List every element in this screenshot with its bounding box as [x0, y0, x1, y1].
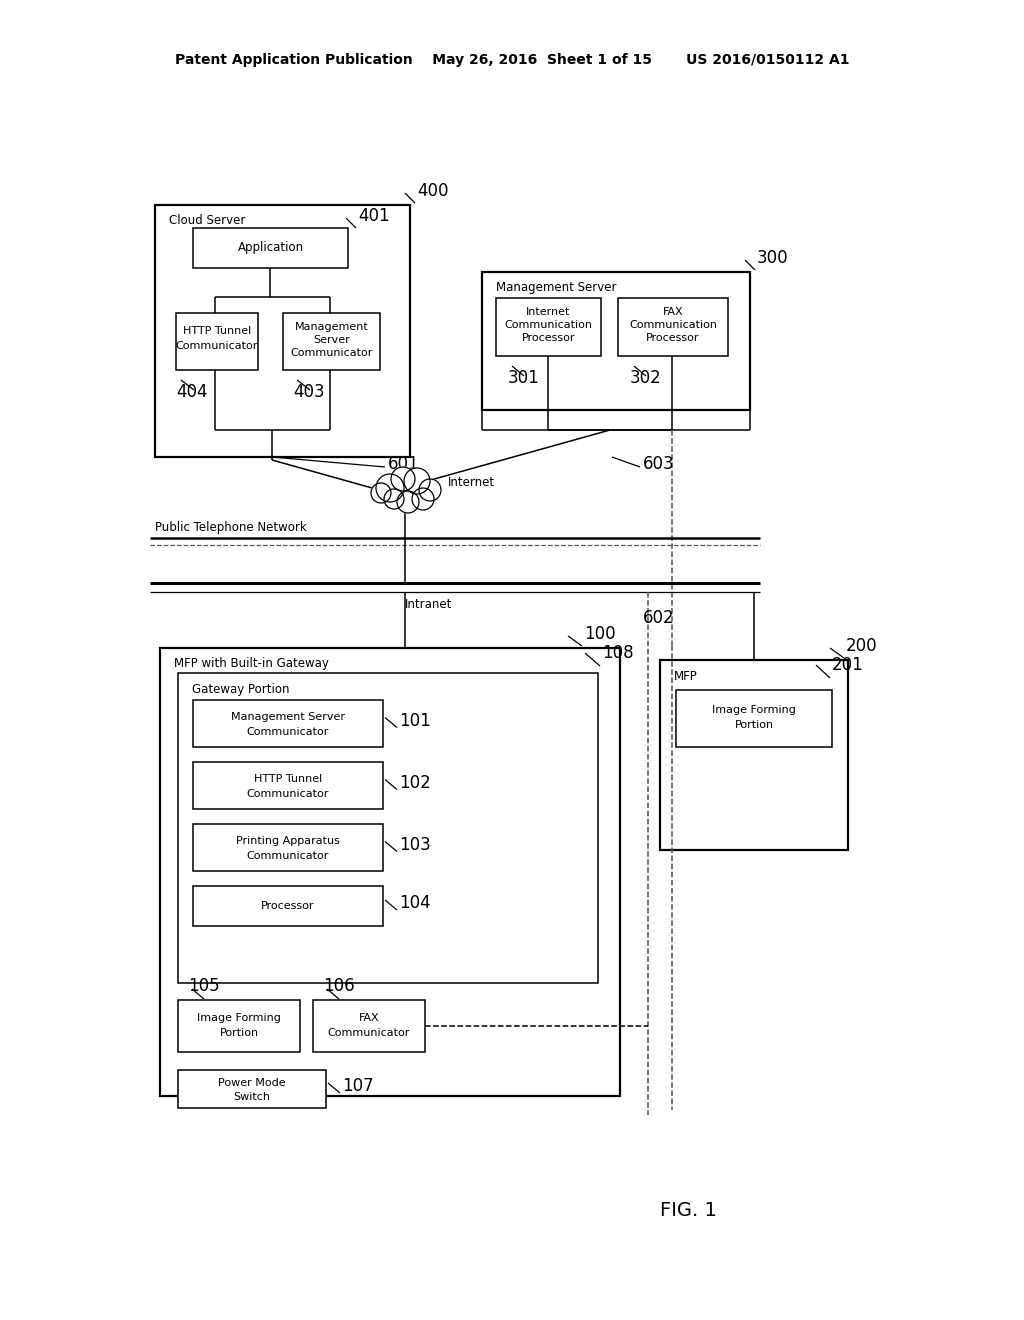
- Bar: [660, 660, 848, 850]
- Text: FAX: FAX: [663, 308, 683, 317]
- Circle shape: [371, 483, 391, 503]
- Bar: [178, 673, 598, 983]
- Bar: [160, 648, 620, 1096]
- Bar: [313, 1001, 425, 1052]
- Text: Communication: Communication: [505, 319, 593, 330]
- Text: Portion: Portion: [219, 1028, 259, 1038]
- Text: MFP: MFP: [674, 669, 697, 682]
- Text: Communicator: Communicator: [247, 727, 329, 737]
- Text: 106: 106: [323, 977, 354, 995]
- Text: Power Mode: Power Mode: [218, 1078, 286, 1088]
- Text: Processor: Processor: [522, 333, 575, 343]
- Text: Printing Apparatus: Printing Apparatus: [237, 836, 340, 846]
- Text: Patent Application Publication    May 26, 2016  Sheet 1 of 15       US 2016/0150: Patent Application Publication May 26, 2…: [175, 53, 849, 67]
- Text: 108: 108: [602, 644, 634, 663]
- Bar: [193, 824, 383, 871]
- Text: Portion: Portion: [734, 719, 773, 730]
- Text: 404: 404: [176, 383, 208, 401]
- Bar: [155, 205, 410, 457]
- Text: Public Telephone Network: Public Telephone Network: [155, 521, 307, 535]
- Text: FIG. 1: FIG. 1: [660, 1200, 717, 1220]
- Bar: [193, 762, 383, 809]
- Text: Communicator: Communicator: [328, 1028, 411, 1038]
- Bar: [482, 272, 750, 411]
- Bar: [193, 700, 383, 747]
- Circle shape: [391, 467, 415, 491]
- Text: Server: Server: [313, 335, 350, 345]
- Text: 603: 603: [643, 455, 675, 473]
- Text: 300: 300: [757, 249, 788, 267]
- Text: Communicator: Communicator: [247, 851, 329, 861]
- Text: FAX: FAX: [358, 1012, 379, 1023]
- Bar: [676, 690, 831, 747]
- Text: 107: 107: [342, 1077, 374, 1096]
- Text: Communicator: Communicator: [247, 789, 329, 799]
- Text: 201: 201: [831, 656, 864, 675]
- Bar: [283, 313, 380, 370]
- Text: 601: 601: [388, 455, 420, 473]
- Text: 103: 103: [399, 836, 431, 854]
- Text: 401: 401: [358, 207, 389, 224]
- Bar: [496, 298, 601, 356]
- Text: Cloud Server: Cloud Server: [169, 214, 246, 227]
- Text: Communicator: Communicator: [176, 341, 258, 351]
- Text: Internet: Internet: [526, 308, 570, 317]
- Text: HTTP Tunnel: HTTP Tunnel: [254, 774, 323, 784]
- Text: Processor: Processor: [646, 333, 699, 343]
- Text: 101: 101: [399, 711, 431, 730]
- Text: Image Forming: Image Forming: [197, 1012, 281, 1023]
- Text: Communication: Communication: [629, 319, 717, 330]
- Circle shape: [419, 479, 441, 502]
- Circle shape: [412, 488, 434, 510]
- Circle shape: [397, 491, 419, 513]
- Bar: [618, 298, 728, 356]
- Text: Processor: Processor: [261, 902, 314, 911]
- Text: 102: 102: [399, 774, 431, 792]
- Bar: [193, 886, 383, 927]
- Text: 200: 200: [846, 638, 878, 655]
- Text: Gateway Portion: Gateway Portion: [193, 682, 290, 696]
- Circle shape: [404, 469, 430, 494]
- Text: Management Server: Management Server: [496, 281, 616, 294]
- Text: Internet: Internet: [449, 477, 496, 490]
- Text: HTTP Tunnel: HTTP Tunnel: [183, 326, 251, 337]
- Text: 301: 301: [508, 370, 540, 387]
- Bar: [178, 1001, 300, 1052]
- Text: MFP with Built-in Gateway: MFP with Built-in Gateway: [174, 657, 329, 671]
- Text: 100: 100: [584, 624, 615, 643]
- Text: Intranet: Intranet: [406, 598, 453, 611]
- Bar: [178, 1071, 326, 1107]
- Text: 104: 104: [399, 894, 431, 912]
- Text: Management Server: Management Server: [231, 711, 345, 722]
- Text: Switch: Switch: [233, 1092, 270, 1102]
- Text: 302: 302: [630, 370, 662, 387]
- Circle shape: [376, 474, 404, 502]
- Text: Image Forming: Image Forming: [712, 705, 796, 715]
- Text: Communicator: Communicator: [291, 348, 373, 358]
- Text: 602: 602: [643, 609, 675, 627]
- Circle shape: [384, 488, 404, 510]
- Text: 105: 105: [188, 977, 219, 995]
- Text: Management: Management: [295, 322, 369, 333]
- Text: 403: 403: [293, 383, 325, 401]
- Text: Application: Application: [238, 242, 303, 255]
- Bar: [193, 228, 348, 268]
- Bar: [176, 313, 258, 370]
- Text: 400: 400: [417, 182, 449, 201]
